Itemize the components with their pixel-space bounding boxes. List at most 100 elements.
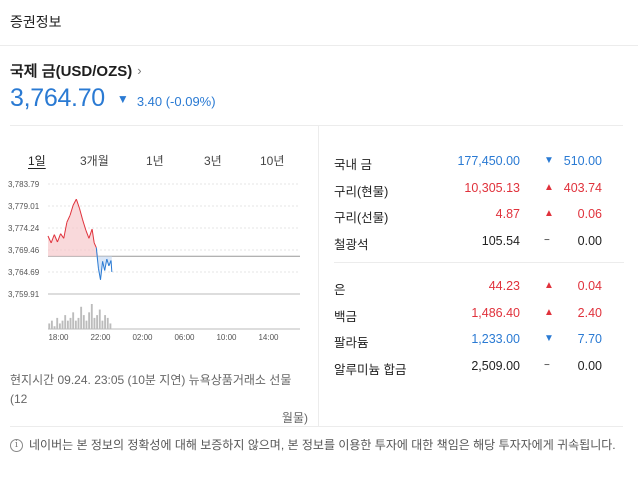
asset-name[interactable]: 국제 금(USD/OZS): [10, 63, 133, 80]
price-line-segment: [106, 258, 110, 267]
metal-row[interactable]: 구리(현물) 10,305.13 ▲ 403.74: [334, 177, 624, 204]
x-tick-label: 18:00: [48, 333, 69, 342]
metal-name[interactable]: 은: [334, 283, 346, 297]
volume-bar: [96, 315, 99, 329]
volume-bar: [93, 317, 96, 329]
metal-name[interactable]: 국내 금: [334, 158, 372, 172]
metal-row[interactable]: 국내 금 177,450.00 ▼ 510.00: [334, 150, 624, 177]
info-icon: i: [10, 439, 23, 452]
divider: [10, 125, 623, 126]
volume-bar: [53, 326, 56, 329]
metal-name[interactable]: 백금: [334, 309, 358, 324]
down-arrow-icon: ▼: [544, 333, 554, 344]
y-tick-label: 3,779.01: [8, 202, 40, 211]
volume-bar: [48, 323, 51, 329]
down-arrow-icon: ▼: [116, 92, 129, 106]
price-area-down: [48, 256, 112, 280]
metal-price: 4.87: [495, 207, 520, 221]
metals-group-top: 국내 금 177,450.00 ▼ 510.00 구리(현물) 10,305.13 ▲ 403…: [334, 150, 624, 256]
volume-bar: [66, 320, 69, 329]
volume-bar: [80, 306, 83, 329]
volume-bar: [74, 320, 77, 329]
section-title: 증권정보: [10, 14, 62, 30]
x-tick-label: 22:00: [90, 333, 111, 342]
volume-bar: [101, 320, 104, 329]
price-line-segment: [95, 247, 99, 269]
tab-10y[interactable]: 10년: [260, 154, 285, 168]
price-line-segment: [63, 222, 68, 239]
metal-price: 2,509.00: [471, 358, 520, 373]
metal-row[interactable]: 백금 1,486.40 ▲ 2.40: [334, 302, 624, 329]
asset-link[interactable]: 국제 금(USD/OZS) ›: [10, 60, 142, 81]
metal-change: 403.74: [563, 180, 602, 195]
x-tick-label: 06:00: [174, 333, 195, 342]
current-price: 3,764.70: [10, 84, 105, 112]
tab-3m[interactable]: 3개월: [80, 154, 109, 168]
volume-bar: [61, 320, 64, 329]
quote-summary: 3,764.70 ▼ 3.40 (-0.09%): [10, 84, 216, 113]
price-line-segment: [85, 229, 90, 239]
period-tabs: 1일 3개월 1년 3년 10년: [18, 152, 303, 170]
volume-bar: [69, 317, 72, 329]
disclaimer: i 네이버는 본 정보의 정확성에 대해 보증하지 않으며, 본 정보를 이용한…: [10, 437, 625, 454]
metal-name[interactable]: 알루미늄 합금: [334, 362, 407, 377]
column-divider: [318, 126, 319, 426]
metal-change: 0.00: [577, 233, 602, 248]
data-source-note: 현지시간 09.24. 23:05 (10분 지연) 뉴욕상품거래소 선물(12…: [10, 371, 308, 428]
price-line-segment: [104, 258, 108, 271]
volume-bar: [88, 312, 91, 329]
up-arrow-icon: ▲: [544, 181, 554, 193]
tab-1d[interactable]: 1일: [28, 154, 46, 168]
x-tick-label: 10:00: [216, 333, 237, 342]
y-tick-label: 3,774.24: [8, 224, 40, 233]
metal-name[interactable]: 구리(현물): [334, 184, 389, 199]
volume-bar: [82, 315, 85, 329]
metal-change: 7.70: [577, 332, 602, 346]
price-line-segment: [110, 260, 113, 272]
disclaimer-text: 네이버는 본 정보의 정확성에 대해 보증하지 않으며, 본 정보를 이용한 투…: [29, 438, 616, 452]
price-line-segment: [88, 228, 93, 239]
price-line-segment: [66, 215, 71, 223]
price-line-segment: [82, 219, 87, 231]
volume-bar: [58, 323, 61, 329]
tab-3y[interactable]: 3년: [204, 154, 222, 168]
price-line-segment: [91, 229, 95, 243]
volume-bar: [85, 320, 88, 329]
y-tick-label: 3,759.91: [8, 290, 40, 299]
flat-dash-icon: −: [544, 234, 550, 246]
up-arrow-icon: ▲: [544, 306, 554, 318]
metal-name[interactable]: 구리(선물): [334, 211, 389, 225]
metal-change: 0.04: [577, 279, 602, 293]
metal-row[interactable]: 철광석 105.54 − 0.00: [334, 230, 624, 257]
metal-row[interactable]: 은 44.23 ▲ 0.04: [334, 275, 624, 302]
metal-row[interactable]: 알루미늄 합금 2,509.00 − 0.00: [334, 355, 624, 382]
divider: [334, 262, 624, 263]
price-chart[interactable]: 3,783.79 3,779.01 3,774.24 3,769.46 3,764.69…: [0, 176, 318, 346]
price-line-segment: [53, 234, 58, 243]
tab-1y[interactable]: 1년: [146, 154, 164, 168]
metal-price: 1,486.40: [471, 305, 520, 320]
price-line-segment: [97, 268, 101, 280]
chevron-right-icon[interactable]: ›: [137, 63, 142, 78]
metal-name[interactable]: 팔라듐: [334, 336, 369, 350]
y-tick-label: 3,783.79: [8, 180, 40, 189]
price-line-segment: [69, 204, 74, 216]
volume-bar: [64, 315, 67, 329]
price-line-segment: [47, 235, 52, 244]
volume-bar: [77, 317, 80, 329]
metal-row[interactable]: 팔라듐 1,233.00 ▼ 7.70: [334, 328, 624, 355]
price-line-segment: [60, 233, 65, 239]
flat-dash-icon: −: [544, 359, 550, 371]
volume-bar: [50, 320, 53, 329]
x-tick-label: 02:00: [132, 333, 153, 342]
metal-name[interactable]: 철광석: [334, 237, 369, 252]
metal-change: 510.00: [563, 154, 602, 168]
metals-group-bottom: 은 44.23 ▲ 0.04 백금 1,486.40 ▲ 2.40 팔라듐 1,233.00 ▼ 7.…: [334, 275, 624, 381]
metal-row[interactable]: 구리(선물) 4.87 ▲ 0.06: [334, 203, 624, 230]
price-line-segment: [102, 261, 106, 271]
price-line-segment: [50, 234, 55, 244]
volume-bar: [90, 304, 93, 329]
down-arrow-icon: ▼: [544, 155, 554, 166]
y-tick-label: 3,769.46: [8, 246, 40, 255]
price-area-up: [48, 199, 112, 257]
